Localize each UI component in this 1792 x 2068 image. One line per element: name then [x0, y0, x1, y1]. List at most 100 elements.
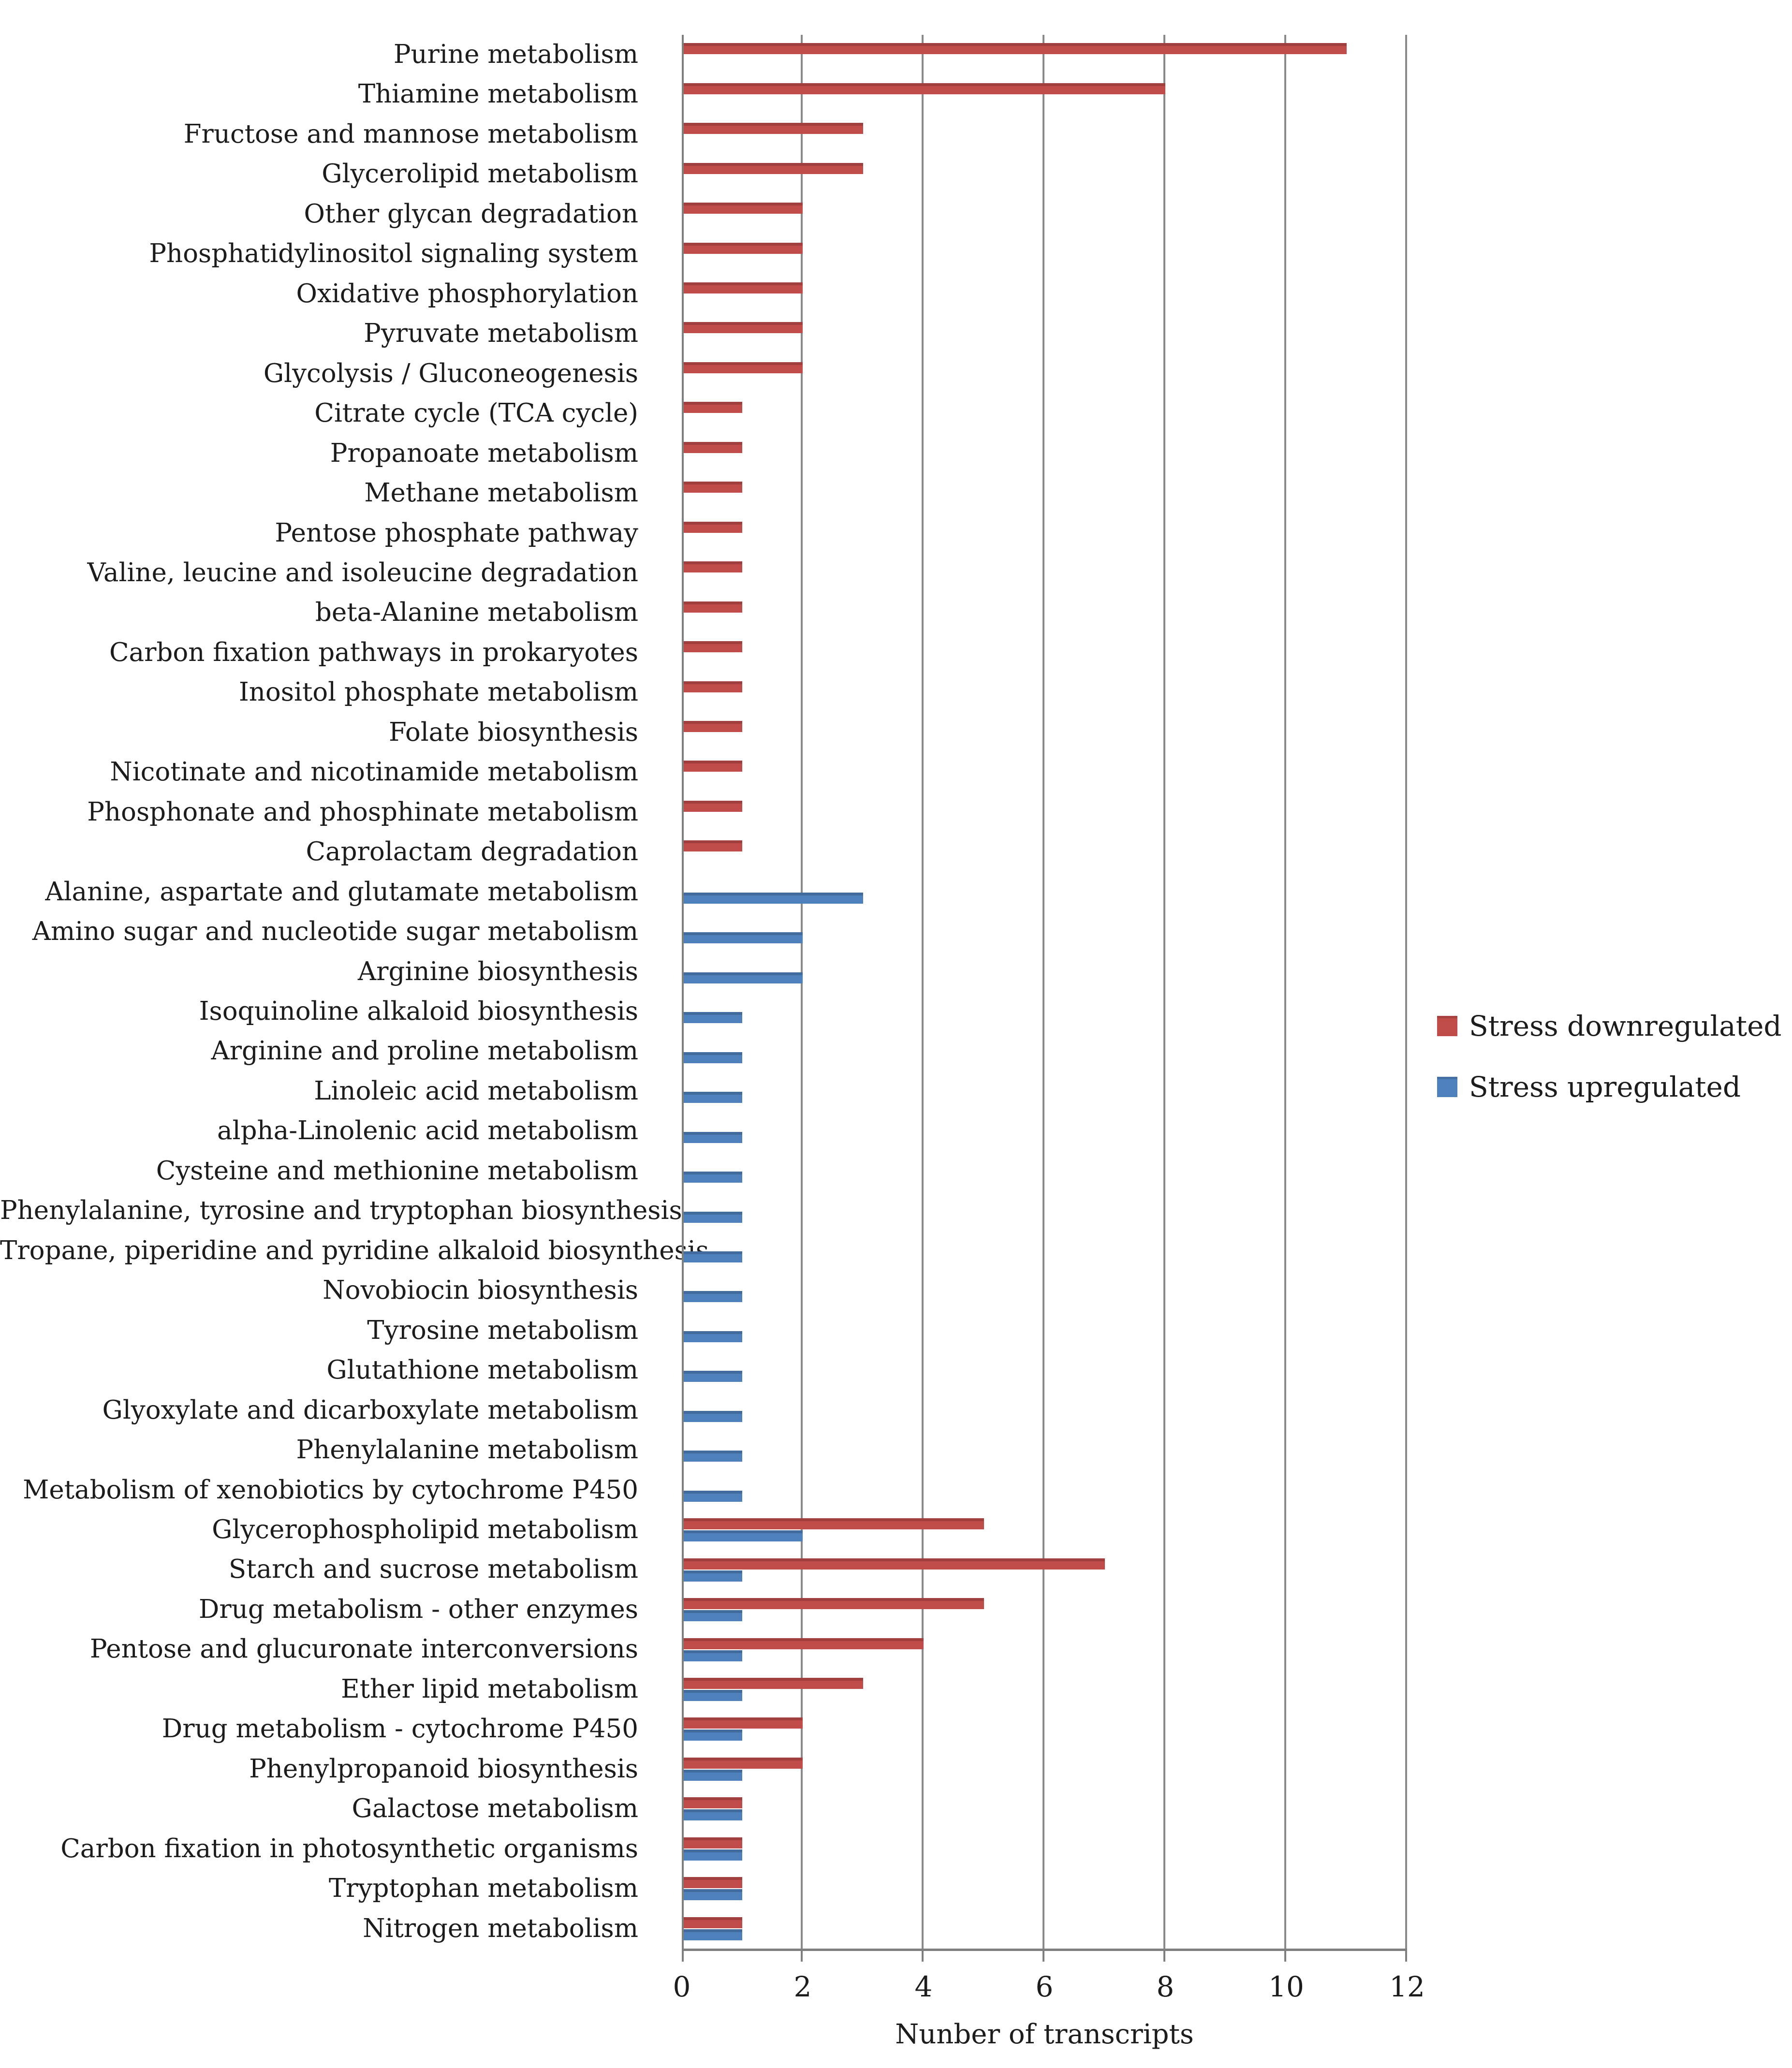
category-label: Pyruvate metabolism: [364, 319, 638, 348]
bar-stress-downregulated: [684, 721, 742, 732]
bar-stress-upregulated: [684, 1929, 742, 1940]
x-tick-label: 12: [1389, 1970, 1425, 2003]
bar-stress-upregulated: [684, 1212, 742, 1223]
bar-stress-upregulated: [684, 1012, 742, 1023]
gridline: [1163, 35, 1165, 1949]
bar-stress-upregulated: [684, 1132, 742, 1143]
category-label: Carbon fixation pathways in prokaryotes: [109, 638, 638, 667]
x-tick-label: 8: [1156, 1970, 1175, 2003]
category-label: beta-Alanine metabolism: [315, 598, 638, 627]
x-axis: 0 2 4 6 8 10 12: [673, 1949, 1425, 2003]
category-label: Pentose and glucuronate interconversions: [89, 1634, 638, 1664]
bar-stress-downregulated: [684, 282, 803, 293]
bar-stress-upregulated: [684, 1730, 742, 1741]
gridline: [1405, 35, 1407, 1949]
category-labels: Purine metabolism Thiamine metabolism Fruc…: [0, 35, 709, 1949]
gridline: [1043, 35, 1044, 1949]
x-axis-tick: [1163, 1951, 1165, 1962]
category-label: Phenylalanine, tyrosine and tryptophan b…: [0, 1196, 682, 1225]
category-label: Methane metabolism: [364, 478, 638, 508]
bar-stress-upregulated: [684, 1411, 742, 1422]
bar-stress-upregulated: [684, 893, 863, 904]
bar-stress-downregulated: [684, 601, 742, 613]
bar-stress-upregulated: [684, 1092, 742, 1103]
bar-stress-downregulated: [684, 362, 803, 373]
bar-stress-downregulated: [684, 1797, 742, 1808]
category-label: Glycerolipid metabolism: [322, 159, 638, 189]
bar-stress-downregulated: [684, 1758, 803, 1769]
category-label: Metabolism of xenobiotics by cytochrome …: [23, 1475, 638, 1505]
category-label: Tyrosine metabolism: [367, 1316, 638, 1345]
bar-stress-upregulated: [684, 1291, 742, 1302]
category-label: Glycerophospholipid metabolism: [212, 1515, 638, 1544]
x-tick-label: 0: [673, 1970, 691, 2003]
category-label: Tropane, piperidine and pyridine alkaloi…: [0, 1236, 709, 1265]
bar-stress-downregulated: [684, 163, 863, 174]
legend-swatch-downregulated-icon: [1437, 1016, 1457, 1036]
category-label: Phenylpropanoid biosynthesis: [249, 1754, 638, 1784]
bar-stress-downregulated: [684, 1877, 742, 1888]
bar-stress-upregulated: [684, 1331, 742, 1342]
legend-item-stress-downregulated: Stress downregulated: [1437, 1010, 1782, 1042]
bar-stress-upregulated: [684, 1610, 742, 1621]
bar-stress-downregulated: [684, 1598, 984, 1609]
bar-stress-upregulated: [684, 1371, 742, 1382]
bar-stress-downregulated: [684, 522, 742, 533]
bar-stress-downregulated: [684, 243, 803, 254]
legend: Stress downregulated Stress upregulated: [1437, 1010, 1782, 1131]
x-axis-title: Nunber of transcripts: [895, 2019, 1194, 2050]
y-axis-line: [682, 35, 684, 1949]
gridline: [801, 35, 803, 1949]
gridline: [922, 35, 924, 1949]
bar-stress-upregulated: [684, 1889, 742, 1900]
category-label: Isoquinoline alkaloid biosynthesis: [199, 997, 638, 1026]
bar-stress-downregulated: [684, 1678, 863, 1689]
category-label: Pentose phosphate pathway: [275, 518, 638, 548]
bar-stress-downregulated: [684, 561, 742, 572]
bar-stress-upregulated: [684, 1172, 742, 1183]
bar-stress-upregulated: [684, 1650, 742, 1661]
category-label: Novobiocin biosynthesis: [323, 1276, 638, 1305]
category-label: Carbon fixation in photosynthetic organi…: [60, 1834, 638, 1863]
gridline: [1284, 35, 1286, 1949]
bar-stress-downregulated: [684, 43, 1347, 54]
bar-stress-upregulated: [684, 1451, 742, 1462]
category-label: Arginine and proline metabolism: [211, 1036, 638, 1066]
bar-stress-downregulated: [684, 123, 863, 134]
bar-stress-upregulated: [684, 932, 803, 943]
category-label: Other glycan degradation: [304, 199, 638, 229]
category-label: Caprolactam degradation: [306, 837, 638, 866]
bar-stress-downregulated: [684, 442, 742, 453]
x-axis-tick: [1284, 1951, 1286, 1962]
x-axis-tick: [682, 1951, 684, 1962]
category-label: Starch and sucrose metabolism: [228, 1555, 638, 1584]
category-label: Nitrogen metabolism: [363, 1914, 638, 1943]
category-label: Alanine, aspartate and glutamate metabol…: [45, 877, 638, 907]
legend-swatch-upregulated-icon: [1437, 1077, 1457, 1097]
bar-stress-downregulated: [684, 1717, 803, 1729]
bar-stress-downregulated: [684, 1638, 924, 1649]
category-label: Inositol phosphate metabolism: [238, 677, 638, 707]
x-axis-tick: [922, 1951, 924, 1962]
category-label: Glutathione metabolism: [326, 1355, 638, 1385]
bar-stress-downregulated: [684, 1917, 742, 1928]
category-label: Folate biosynthesis: [388, 718, 638, 747]
category-label: Fructose and mannose metabolism: [183, 119, 638, 149]
bar-stress-upregulated: [684, 1690, 742, 1701]
category-label: Citrate cycle (TCA cycle): [314, 398, 638, 428]
x-tick-label: 6: [1035, 1970, 1054, 2003]
bar-stress-upregulated: [684, 1530, 803, 1541]
x-axis-tick: [801, 1951, 803, 1962]
category-label: Amino sugar and nucleotide sugar metabol…: [32, 917, 638, 946]
category-label: Phenylalanine metabolism: [296, 1435, 638, 1465]
bar-stress-downregulated: [684, 1518, 984, 1529]
category-label: Arginine biosynthesis: [357, 957, 638, 986]
bar-stress-downregulated: [684, 761, 742, 772]
category-label: Ether lipid metabolism: [341, 1674, 638, 1704]
bar-stress-downregulated: [684, 203, 803, 214]
category-label: Oxidative phosphorylation: [296, 279, 638, 308]
category-label: alpha-Linolenic acid metabolism: [217, 1116, 638, 1145]
category-label: Cysteine and methionine metabolism: [156, 1156, 638, 1186]
plot-area: [682, 35, 1407, 1949]
